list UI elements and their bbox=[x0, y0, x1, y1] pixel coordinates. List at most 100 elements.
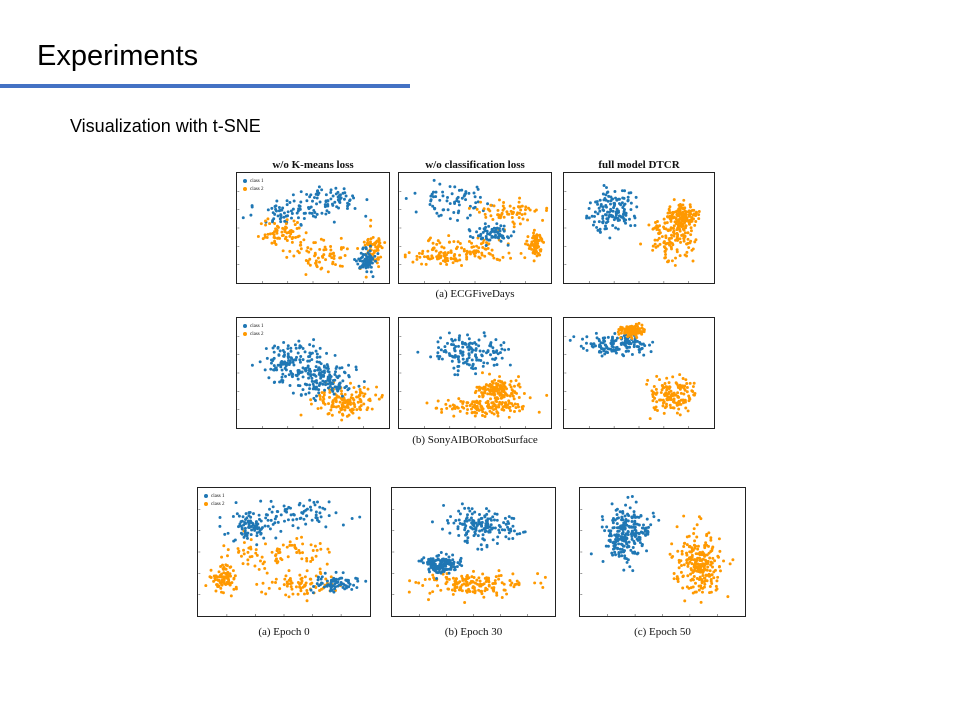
scatter-point bbox=[436, 239, 440, 243]
scatter-point bbox=[252, 512, 255, 516]
scatter-point bbox=[262, 536, 266, 540]
scatter-point bbox=[708, 591, 712, 595]
scatter-point bbox=[693, 546, 697, 550]
scatter-point bbox=[339, 256, 343, 260]
scatter-point bbox=[568, 338, 572, 342]
scatter-point bbox=[509, 209, 513, 213]
row-caption-ecg: (a) ECGFiveDays bbox=[435, 288, 515, 300]
scatter-point bbox=[494, 233, 497, 237]
scatter-point bbox=[453, 565, 457, 569]
scatter-point bbox=[457, 397, 461, 401]
scatter-point bbox=[645, 382, 649, 386]
scatter-point bbox=[465, 249, 469, 253]
scatter-point bbox=[246, 558, 250, 562]
scatter-point bbox=[633, 551, 637, 555]
scatter-point bbox=[706, 560, 710, 564]
scatter-point bbox=[687, 545, 691, 549]
legend-class-2: class 2 bbox=[211, 502, 225, 507]
scatter-point bbox=[597, 220, 601, 224]
scatter-point bbox=[440, 357, 444, 361]
scatter-point bbox=[474, 201, 478, 205]
scatter-point bbox=[635, 537, 639, 541]
scatter-point bbox=[495, 542, 499, 546]
scatter-point bbox=[655, 409, 659, 412]
scatter-point bbox=[340, 418, 344, 422]
scatter-point bbox=[369, 270, 373, 274]
scatter-point bbox=[637, 331, 640, 335]
scatter-point bbox=[296, 221, 299, 224]
scatter-point bbox=[711, 556, 715, 560]
scatter-point bbox=[296, 581, 300, 584]
scatter-point bbox=[475, 185, 479, 189]
scatter-point bbox=[291, 375, 294, 379]
scatter-point bbox=[227, 579, 231, 583]
scatter-point bbox=[284, 222, 288, 226]
scatter-point bbox=[287, 363, 291, 367]
scatter-point bbox=[675, 525, 679, 529]
scatter-point bbox=[715, 587, 719, 591]
scatter-point bbox=[286, 214, 290, 218]
scatter-point bbox=[685, 558, 689, 562]
scatter-point bbox=[454, 519, 458, 522]
scatter-point bbox=[428, 591, 432, 595]
scatter-point bbox=[648, 343, 651, 347]
scatter-point bbox=[446, 251, 450, 255]
scatter-point bbox=[311, 387, 315, 391]
scatter-point bbox=[433, 565, 437, 569]
scatter-point bbox=[457, 518, 461, 522]
scatter-point bbox=[651, 399, 655, 403]
scatter-point bbox=[354, 390, 358, 394]
scatter-point bbox=[318, 382, 322, 386]
scatter-point bbox=[274, 536, 278, 540]
scatter-point bbox=[479, 543, 483, 547]
scatter-point bbox=[377, 244, 381, 248]
scatter-point bbox=[678, 373, 682, 377]
scatter-point bbox=[645, 517, 649, 521]
scatter-point bbox=[429, 557, 433, 561]
scatter-point bbox=[289, 585, 293, 589]
scatter-point bbox=[370, 261, 374, 265]
scatter-point bbox=[584, 341, 588, 345]
scatter-point bbox=[677, 207, 681, 211]
scatter-point bbox=[678, 203, 682, 206]
scatter-point bbox=[501, 395, 505, 399]
scatter-point bbox=[686, 241, 690, 245]
scatter-point bbox=[539, 236, 543, 240]
scatter-point bbox=[287, 373, 291, 377]
scatter-point bbox=[310, 518, 314, 522]
scatter-point bbox=[504, 401, 508, 405]
scatter-point bbox=[367, 262, 371, 266]
scatter-point bbox=[275, 229, 279, 233]
scatter-point bbox=[683, 234, 687, 238]
scatter-point bbox=[279, 529, 283, 533]
scatter-point bbox=[611, 526, 615, 530]
scatter-point bbox=[441, 564, 445, 568]
scatter-point bbox=[305, 557, 309, 560]
scatter-point bbox=[635, 339, 639, 343]
scatter-point bbox=[688, 381, 692, 385]
scatter-point bbox=[417, 581, 421, 585]
scatter-point bbox=[497, 524, 501, 527]
scatter-point bbox=[447, 577, 451, 581]
scatter-point bbox=[644, 526, 648, 530]
scatter-point bbox=[271, 522, 275, 526]
scatter-point bbox=[268, 232, 272, 236]
scatter-point bbox=[598, 209, 602, 213]
scatter-point bbox=[440, 245, 444, 249]
scatter-point bbox=[285, 255, 289, 259]
scatter-point bbox=[485, 526, 489, 530]
scatter-point bbox=[597, 339, 601, 343]
scatter-point bbox=[366, 241, 370, 245]
scatter-point bbox=[614, 196, 617, 200]
scatter-point bbox=[691, 585, 695, 589]
scatter-point bbox=[665, 402, 668, 406]
scatter-point bbox=[502, 224, 506, 228]
scatter-point bbox=[686, 574, 690, 578]
scatter-point bbox=[276, 214, 280, 218]
scatter-point bbox=[622, 568, 626, 572]
scatter-point bbox=[329, 197, 333, 201]
tsne-plot-epoch-50 bbox=[579, 487, 746, 617]
scatter-point bbox=[682, 541, 686, 545]
scatter-point bbox=[677, 221, 681, 225]
scatter-point bbox=[273, 344, 277, 348]
